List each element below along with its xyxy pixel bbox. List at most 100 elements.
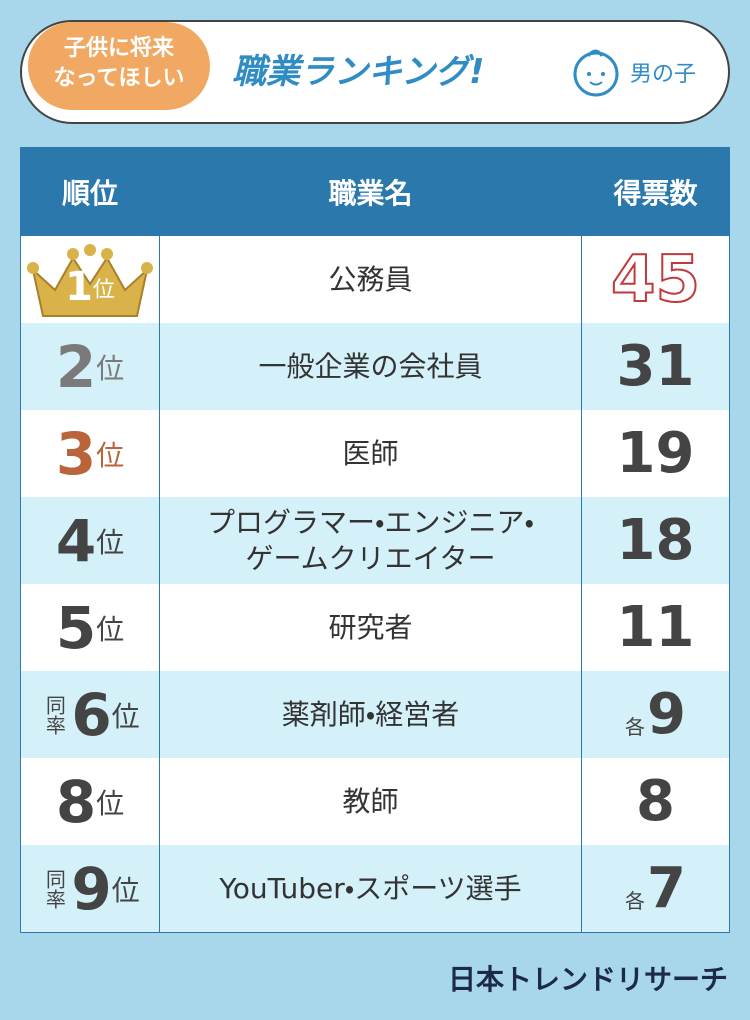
tie-label: 同率	[42, 868, 67, 909]
occupation: 医師	[342, 436, 398, 472]
rank-suffix: 位	[96, 612, 125, 646]
column-header: 順位	[21, 148, 160, 236]
rank-suffix: 位	[92, 277, 115, 303]
table-row: 8 位教師 8	[21, 758, 729, 845]
table-row: 5 位 研究者 11	[21, 584, 729, 671]
occupation-cell: 医師	[160, 410, 582, 497]
votes: 7	[647, 856, 686, 921]
rank-number: 2	[55, 332, 97, 401]
rank-suffix: 位	[96, 786, 125, 820]
votes-prefix: 各	[625, 715, 646, 739]
occupation: プログラマー・エンジニア・ ゲームクリエイター	[207, 505, 534, 577]
rank-number: 6	[71, 680, 112, 749]
occupation-line: 薬剤師・経営者	[281, 697, 460, 731]
rows: 1 位公務員 45 2 位一般企業の会社員 31 3 位医師 19 4 位プログラマー・エンジニア・…	[21, 236, 729, 932]
rank-suffix: 位	[96, 438, 125, 472]
votes-cell: 45	[582, 236, 729, 323]
occupation-line: 公務員	[328, 262, 413, 296]
rank: 同率 9 位	[40, 855, 139, 923]
votes-cell: 8	[582, 758, 729, 845]
occupation-line: プログラマー・エンジニア・	[206, 505, 535, 539]
occupation-line: 一般企業の会社員	[258, 349, 483, 383]
column-header: 得票数	[613, 177, 698, 210]
votes: 19	[616, 421, 695, 486]
votes: 31	[616, 334, 695, 399]
table-row: 3 位 医師 19	[21, 410, 729, 497]
rank-suffix: 位	[96, 525, 125, 559]
occupation-cell: 一般企業の会社員	[160, 323, 582, 410]
rank-number: 8	[55, 767, 97, 836]
occupation: 研究者	[328, 610, 412, 646]
rank-cell: 同率 6 位	[21, 671, 160, 758]
occupation-line: 医師	[342, 436, 399, 470]
title: 職業ランキング!	[232, 52, 485, 92]
badge: 子供に将来 なってほしい	[28, 22, 210, 110]
rank-suffix: 位	[111, 699, 140, 733]
occupation: YouTuber・スポーツ選手	[219, 871, 521, 907]
occupation-cell: 教師	[160, 758, 582, 845]
rank: 同率 6 位	[40, 681, 139, 749]
table-row: 同率 9 位 YouTuber・スポーツ選手各 7	[21, 845, 729, 932]
rank-number: 3	[55, 419, 97, 488]
votes: 8	[636, 769, 675, 834]
votes-cell: 18	[582, 497, 729, 584]
boy-icon	[573, 49, 619, 97]
crown	[27, 244, 153, 317]
table-row: 同率 6 位薬剤師・経営者各 9	[21, 671, 729, 758]
occupation-line: YouTuber・スポーツ選手	[219, 871, 522, 905]
votes: 18	[616, 508, 695, 573]
occupation-cell: 公務員	[160, 236, 582, 323]
occupation-cell: プログラマー・エンジニア・ ゲームクリエイター	[160, 497, 582, 584]
badge-line: 子供に将来	[63, 36, 174, 61]
occupation-cell: 薬剤師・経営者	[160, 671, 582, 758]
rank-suffix: 位	[96, 351, 125, 385]
occupation: 教師	[342, 784, 398, 820]
occupation-line: 研究者	[328, 610, 413, 644]
badge-line: なってほしい	[53, 66, 185, 91]
rank-suffix: 位	[111, 873, 140, 907]
rank-number: 5	[55, 593, 97, 662]
occupation-cell: 研究者	[160, 584, 582, 671]
votes-cell: 19	[582, 410, 729, 497]
ranking-table: 順位 職業名 得票数 1 位公務員 45 2 位一般企業の会社員 31 3 位医師 19 4 位プロ…	[20, 147, 730, 933]
votes-cell: 11	[582, 584, 729, 671]
rank-number: 9	[71, 854, 112, 923]
votes: 11	[616, 595, 695, 660]
votes: 45	[610, 242, 701, 318]
rank-number: 1	[65, 263, 93, 310]
occupation-cell: YouTuber・スポーツ選手	[160, 845, 582, 932]
header-row: 順位 職業名 得票数	[21, 148, 729, 236]
table-row: 2 位 一般企業の会社員 31	[21, 323, 729, 410]
rank-number: 4	[55, 506, 97, 575]
rank-cell: 同率 9 位	[21, 845, 160, 932]
occupation-line: 教師	[342, 784, 399, 818]
occupation-line: ゲームクリエイター	[245, 541, 496, 575]
occupation: 薬剤師・経営者	[282, 697, 460, 733]
occupation: 一般企業の会社員	[258, 349, 482, 385]
votes-prefix: 各	[625, 889, 646, 913]
brand: 日本トレンドリサーチ	[447, 963, 728, 996]
table-row: 4 位 プログラマー・エンジニア・ ゲームクリエイター 18	[21, 497, 729, 584]
tie-label: 同率	[42, 694, 67, 735]
table-row: 1 位 公務員 45	[21, 236, 729, 323]
occupation: 公務員	[328, 262, 412, 298]
votes-cell: 31	[582, 323, 729, 410]
votes: 9	[647, 682, 686, 747]
gender-label: 男の子	[630, 62, 697, 87]
column-header: 職業名	[160, 148, 582, 236]
